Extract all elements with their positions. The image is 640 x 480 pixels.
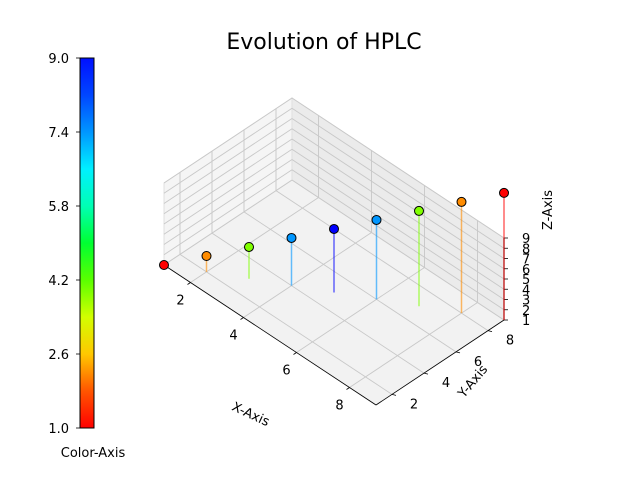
colorbar-tick-label: 2.6	[48, 348, 69, 363]
grid-line-y	[275, 190, 489, 332]
z-tick-label: 3	[522, 294, 530, 309]
grid-line-z	[163, 138, 293, 225]
grid-line-x	[190, 197, 319, 283]
chart-title: Evolution of HPLC	[226, 30, 421, 55]
z-tick-label: 5	[522, 273, 530, 288]
y-tick-mark	[487, 330, 493, 333]
grid-line-z	[163, 169, 293, 256]
x-tick-mark	[187, 282, 191, 285]
grid-line-z	[163, 159, 293, 245]
grid-line-z	[163, 128, 293, 215]
data-point	[159, 260, 169, 270]
data-point	[456, 196, 467, 207]
axes-gridlines	[163, 97, 505, 395]
colorbar-ticks: 1.0 2.6 4.2 5.8 7.4 9.0	[48, 52, 80, 437]
grid-line-z	[291, 159, 505, 300]
x-tick-mark	[293, 352, 297, 355]
y-tick-mark	[391, 393, 397, 396]
grid-line-x	[243, 232, 372, 318]
grid-line-z	[291, 179, 505, 321]
data-point	[244, 241, 254, 252]
grid-line-z	[291, 97, 505, 239]
x-tick-label: 8	[335, 399, 343, 414]
grid-line-z	[163, 148, 293, 235]
x-tick-label: 6	[282, 364, 290, 379]
z-tick-label: 8	[522, 242, 530, 257]
y-tick-label: 4	[442, 376, 450, 391]
grid-line-x	[296, 267, 425, 353]
x-tick-label: 2	[176, 294, 184, 309]
colorbar-label: Color-Axis	[61, 446, 126, 461]
z-tick-label: 6	[522, 263, 530, 278]
y-tick-label: 6	[474, 355, 482, 370]
z-axis-label: Z-Axis	[541, 190, 556, 230]
y-tick-label: 8	[506, 334, 514, 349]
colorbar-tick-label: 9.0	[48, 52, 69, 67]
colorbar-tick-label: 5.8	[48, 200, 69, 215]
grid-line-y	[179, 253, 393, 395]
x-tick-mark	[346, 387, 350, 390]
data-point	[371, 214, 382, 225]
x-axis-line	[163, 264, 377, 406]
grid-line-y	[211, 232, 425, 374]
colorbar-tick-label: 1.0	[48, 422, 69, 437]
y-axis-line	[375, 319, 505, 406]
colorbar: 1.0 2.6 4.2 5.8 7.4 9.0 Color-Axis	[48, 52, 125, 461]
grid-line-z	[291, 118, 505, 259]
data-point	[201, 250, 212, 261]
y-tick-mark	[455, 351, 461, 354]
data-points	[159, 187, 509, 270]
grid-line-z	[291, 169, 505, 311]
colorbar-gradient	[79, 57, 95, 429]
grid-line-z	[291, 107, 505, 249]
grid-line-z	[163, 97, 293, 184]
grid-line-z	[163, 179, 293, 266]
data-point	[499, 187, 509, 198]
z-tick-label: 4	[522, 283, 530, 298]
grid-line-x	[349, 302, 478, 388]
y-tick-mark	[423, 372, 429, 375]
x-tick-label: 4	[229, 329, 237, 344]
data-point	[329, 223, 339, 234]
y-tick-label: 2	[410, 397, 418, 412]
z-tick-label: 9	[522, 232, 530, 247]
x-axis-label: X-Axis	[229, 400, 271, 430]
grid-line-z	[291, 148, 505, 290]
z-tick-label: 1	[522, 314, 530, 329]
data-point	[414, 205, 424, 216]
grid-line-y	[243, 211, 457, 353]
x-tick-mark	[240, 317, 244, 320]
colorbar-tick-label: 7.4	[48, 126, 69, 141]
grid-line-z	[163, 118, 293, 204]
grid-line-z	[163, 107, 293, 194]
z-tick-label: 2	[522, 304, 530, 319]
grid-line-z	[291, 128, 505, 270]
data-point	[286, 232, 297, 243]
colorbar-tick-label: 4.2	[48, 274, 69, 289]
z-tick-label: 7	[522, 253, 530, 268]
grid-line-z	[291, 138, 505, 280]
